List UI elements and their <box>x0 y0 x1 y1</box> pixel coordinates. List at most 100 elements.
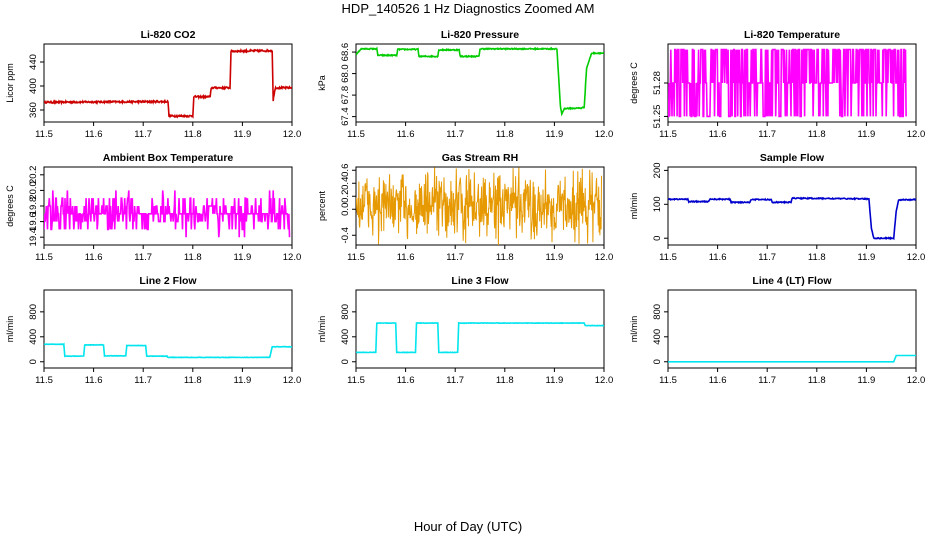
y-tick-label: 19.6 <box>28 212 39 231</box>
x-tick-label: 11.5 <box>35 252 53 263</box>
y-tick-label: 200 <box>652 162 663 178</box>
figure-title: HDP_140526 1 Hz Diagnostics Zoomed AM <box>342 1 595 16</box>
x-tick-label: 12.0 <box>283 375 302 386</box>
x-tick-label: 11.6 <box>85 252 103 263</box>
panel-7: Line 2 Flow 11.5 11.6 11.7 11.8 11.9 12.0 0 400 8… <box>5 275 301 386</box>
x-tick-label: 11.8 <box>496 129 514 140</box>
series-line <box>356 46 604 117</box>
y-tick-label: 0.2 <box>340 190 351 203</box>
y-tick-label: -0.4 <box>340 227 351 243</box>
panel-4: Ambient Box Temperature 11.5 11.6 11.7 11.8 1… <box>5 152 301 263</box>
x-tick-label: 12.0 <box>283 252 302 263</box>
x-tick-label: 12.0 <box>595 252 614 263</box>
y-tick-label: 20.2 <box>28 166 39 185</box>
series-line <box>44 342 292 359</box>
x-tick-label: 11.8 <box>496 375 514 386</box>
x-tick-label: 11.6 <box>397 375 415 386</box>
x-tick-label: 12.0 <box>283 129 302 140</box>
x-tick-label: 11.6 <box>397 129 415 140</box>
y-tick-label: 0.4 <box>340 177 351 190</box>
x-tick-label: 11.7 <box>134 129 152 140</box>
x-tick-label: 11.7 <box>134 375 152 386</box>
panel-2: Li-820 Pressure 11.5 11.6 11.7 11.8 11.9 12.0 6… <box>317 29 613 140</box>
series-line <box>356 167 602 245</box>
x-tick-label: 11.9 <box>546 129 564 140</box>
y-tick-label: 19.8 <box>28 197 39 216</box>
x-tick-label: 11.5 <box>347 252 365 263</box>
series-line <box>668 48 907 118</box>
x-tick-label: 11.8 <box>184 129 202 140</box>
y-tick-label: 0 <box>652 236 663 241</box>
x-tick-label: 11.7 <box>758 129 776 140</box>
x-tick-label: 11.8 <box>808 252 826 263</box>
y-tick-label: 68.0 <box>340 64 351 83</box>
x-tick-label: 11.9 <box>858 252 876 263</box>
series-line <box>44 47 292 119</box>
x-tick-label: 11.6 <box>709 129 727 140</box>
y-tick-label: 360 <box>28 102 39 118</box>
x-tick-label: 11.7 <box>446 129 464 140</box>
series-line <box>668 354 916 363</box>
y-tick-label: 800 <box>652 304 663 320</box>
y-tick-label: 0 <box>652 359 663 364</box>
panel-6: Sample Flow 11.5 11.6 11.7 11.8 11.9 12.0 0 100 2… <box>629 152 925 263</box>
panel-5: Gas Stream RH 11.5 11.6 11.7 11.8 11.9 12.0 -0.… <box>317 152 613 263</box>
y-tick-label: 800 <box>340 304 351 320</box>
panel-title: Line 2 Flow <box>139 275 197 287</box>
plot-frame <box>355 43 605 123</box>
panel-title: Li-820 Temperature <box>744 29 840 41</box>
x-tick-label: 11.5 <box>347 375 365 386</box>
panel-title: Ambient Box Temperature <box>103 152 234 164</box>
panel-grid: Li-820 CO2 11.5 11.6 11.7 11.8 11.9 12.0 360 400… <box>5 29 925 386</box>
x-tick-label: 11.8 <box>184 375 202 386</box>
x-tick-label: 11.7 <box>758 252 776 263</box>
x-tick-label: 11.9 <box>234 375 252 386</box>
y-axis-label: degrees C <box>5 185 15 227</box>
x-tick-label: 11.9 <box>858 375 876 386</box>
y-tick-label: 67.8 <box>340 86 351 105</box>
x-tick-label: 11.6 <box>709 375 727 386</box>
x-tick-label: 11.9 <box>546 252 564 263</box>
series-line <box>356 321 604 354</box>
y-tick-label: 51.28 <box>652 71 663 95</box>
y-tick-label: 400 <box>28 329 39 345</box>
panel-title: Line 3 Flow <box>451 275 509 287</box>
y-tick-label: 100 <box>652 196 663 212</box>
x-tick-label: 11.5 <box>347 129 365 140</box>
panel-title: Li-820 CO2 <box>141 29 196 41</box>
x-tick-label: 11.9 <box>546 375 564 386</box>
x-tick-label: 11.7 <box>134 252 152 263</box>
y-tick-label: 0.0 <box>340 203 351 216</box>
x-tick-label: 11.6 <box>85 375 103 386</box>
x-tick-label: 11.8 <box>808 375 826 386</box>
panel-title: Gas Stream RH <box>442 152 518 164</box>
y-axis-label: degrees C <box>629 62 639 104</box>
x-tick-label: 12.0 <box>907 129 926 140</box>
x-tick-label: 11.9 <box>858 129 876 140</box>
x-tick-label: 11.9 <box>234 252 252 263</box>
y-tick-label: 0 <box>340 359 351 364</box>
x-tick-label: 11.6 <box>85 129 103 140</box>
plot-frame <box>667 289 917 369</box>
panel-title: Sample Flow <box>760 152 825 164</box>
plot-frame <box>355 289 605 369</box>
x-tick-label: 11.8 <box>808 129 826 140</box>
plot-frame <box>667 166 917 246</box>
y-axis-label: ml/min <box>5 316 15 343</box>
panel-1: Li-820 CO2 11.5 11.6 11.7 11.8 11.9 12.0 360 400… <box>5 29 301 140</box>
y-tick-label: 51.25 <box>652 105 663 129</box>
plot-frame <box>43 43 293 123</box>
series-line <box>44 190 291 238</box>
panel-3: Li-820 Temperature 11.5 11.6 11.7 11.8 11.9 12… <box>629 29 925 140</box>
x-tick-label: 11.7 <box>758 375 776 386</box>
panel-8: Line 3 Flow 11.5 11.6 11.7 11.8 11.9 12.0 0 400 8… <box>317 275 613 386</box>
x-tick-label: 11.6 <box>397 252 415 263</box>
y-tick-label: 19.4 <box>28 228 39 247</box>
x-tick-label: 11.5 <box>659 129 677 140</box>
x-tick-label: 11.6 <box>709 252 727 263</box>
x-tick-label: 11.7 <box>446 252 464 263</box>
y-tick-label: 0 <box>28 359 39 364</box>
y-axis-label: ml/min <box>629 316 639 343</box>
plot-frame <box>355 166 605 246</box>
